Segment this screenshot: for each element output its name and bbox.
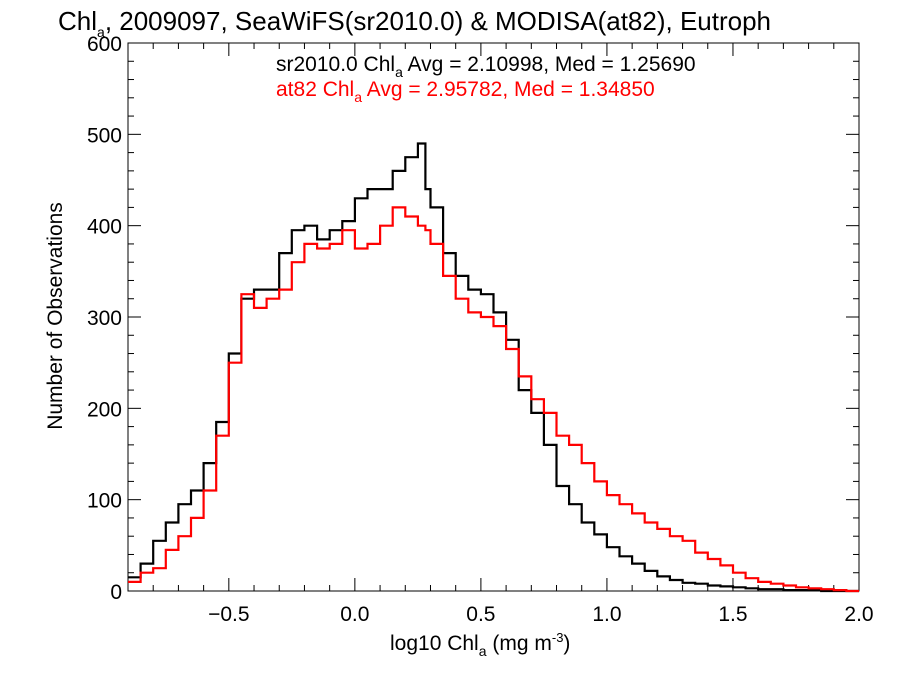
y-tick-label: 500 — [87, 124, 122, 147]
x-axis-label-sup: -3 — [552, 630, 564, 645]
x-tick-label: 0.0 — [340, 603, 369, 626]
x-axis-label-prefix: log10 Chl — [390, 632, 479, 655]
legend-entry-sr2010: sr2010.0 Chla Avg = 2.10998, Med = 1.256… — [276, 53, 696, 80]
y-tick-label: 400 — [87, 216, 122, 239]
y-tick-label: 0 — [110, 581, 122, 604]
x-tick-label: 1.0 — [592, 603, 621, 626]
x-axis-label: log10 Chla (mg m-3) — [390, 630, 570, 659]
x-axis-label-sub: a — [479, 643, 487, 659]
legend-sr2010-sub: a — [395, 64, 403, 80]
chart-title: Chla, 2009097, SeaWiFS(sr2010.0) & MODIS… — [58, 6, 771, 40]
series-line-at82 — [128, 206, 859, 593]
legend-sr2010-pre: sr2010.0 Chl — [276, 53, 395, 76]
legend: sr2010.0 Chla Avg = 2.10998, Med = 1.256… — [276, 53, 696, 105]
chart-title-subscript: a — [97, 24, 105, 40]
y-tick-label: 200 — [87, 398, 122, 421]
y-axis-label: Number of Observations — [44, 202, 67, 430]
legend-entry-at82: at82 Chla Avg = 2.95782, Med = 1.34850 — [276, 78, 655, 105]
x-tick-label: 2.0 — [844, 603, 873, 626]
x-tick-label: 0.5 — [466, 603, 495, 626]
legend-at82-post: Avg = 2.95782, Med = 1.34850 — [362, 78, 655, 101]
chart-title-prefix: Chl — [58, 6, 97, 36]
axis-ticks — [127, 42, 860, 592]
series-layer — [128, 142, 859, 593]
x-axis-label-mid: (mg m — [487, 632, 552, 655]
legend-at82-sub: a — [354, 89, 362, 105]
legend-at82-pre: at82 Chl — [276, 78, 354, 101]
chart-title-rest: , 2009097, SeaWiFS(sr2010.0) & MODISA(at… — [105, 6, 771, 36]
series-line-sr2010-0 — [128, 142, 859, 593]
axis-tick-labels: −0.5 0.0 0.5 1.0 1.5 2.0 0 100 200 300 400 500 600 — [87, 33, 874, 626]
y-tick-label: 100 — [87, 490, 122, 513]
legend-sr2010-post: Avg = 2.10998, Med = 1.25690 — [403, 53, 696, 76]
x-tick-label: −0.5 — [208, 603, 249, 626]
y-tick-label: 300 — [87, 307, 122, 330]
x-axis-label-suffix: ) — [563, 632, 570, 655]
x-tick-label: 1.5 — [718, 603, 747, 626]
y-tick-label: 600 — [87, 33, 122, 56]
